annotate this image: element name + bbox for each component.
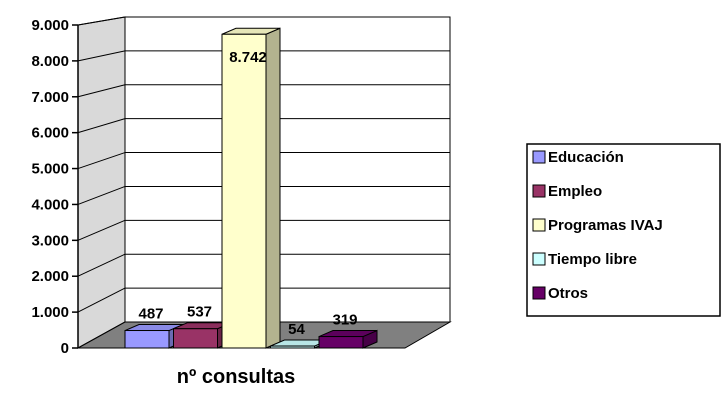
bar-side bbox=[265, 27, 281, 349]
gridline-side bbox=[77, 287, 126, 313]
data-label: 537 bbox=[187, 304, 212, 321]
gridline-side bbox=[77, 16, 126, 26]
gridline-side bbox=[77, 152, 126, 170]
data-labels: 487 537 8.742 54 319 bbox=[138, 49, 357, 338]
gridline-side bbox=[77, 50, 126, 62]
legend-label: Otros bbox=[548, 285, 588, 302]
gridline-side bbox=[77, 185, 126, 205]
data-label: 319 bbox=[332, 312, 357, 329]
legend-label: Programas IVAJ bbox=[548, 217, 663, 234]
legend: Educación Empleo Programas IVAJ Tiempo libr… bbox=[526, 143, 721, 317]
y-tick-label: 2.000 bbox=[31, 268, 69, 285]
gridline-side bbox=[77, 84, 126, 98]
legend-swatch bbox=[532, 286, 546, 300]
y-tick-label: 4.000 bbox=[31, 196, 69, 213]
legend-box bbox=[526, 143, 721, 317]
back-wall bbox=[124, 16, 451, 323]
legend-label: Tiempo libre bbox=[548, 251, 637, 268]
bar-front bbox=[124, 330, 170, 349]
bar-front bbox=[270, 345, 315, 349]
y-tick-label: 3.000 bbox=[31, 232, 69, 249]
y-tick-label: 9.000 bbox=[31, 17, 69, 34]
gridline-side bbox=[77, 219, 126, 241]
legend-label: Educación bbox=[548, 149, 624, 166]
bar-front bbox=[173, 328, 218, 349]
y-tick-label: 7.000 bbox=[31, 89, 69, 106]
data-label: 487 bbox=[138, 306, 163, 323]
y-tick-label: 5.000 bbox=[31, 161, 69, 178]
y-tick-label: 0 bbox=[61, 340, 69, 357]
data-label: 54 bbox=[288, 321, 305, 338]
y-tick-label: 8.000 bbox=[31, 53, 69, 70]
legend-swatch bbox=[532, 184, 546, 198]
bars bbox=[124, 27, 378, 349]
x-axis-label: nº consultas bbox=[177, 366, 295, 388]
bar-front bbox=[221, 33, 267, 349]
bar-otros bbox=[318, 329, 378, 349]
gridline-side bbox=[77, 118, 126, 134]
data-label: 8.742 bbox=[229, 49, 267, 66]
legend-swatch bbox=[532, 252, 546, 266]
legend-swatch bbox=[532, 150, 546, 164]
y-axis: 0 1.000 2.000 3.000 4.000 5.000 6.000 7.000 8.00… bbox=[31, 17, 79, 357]
legend-label: Empleo bbox=[548, 183, 602, 200]
bar-front bbox=[318, 336, 364, 349]
legend-swatch bbox=[532, 218, 546, 232]
y-tick-label: 1.000 bbox=[31, 304, 69, 321]
gridline-side bbox=[77, 253, 126, 277]
side-wall bbox=[77, 16, 126, 349]
gridlines bbox=[77, 16, 450, 313]
bar-programas-ivaj bbox=[221, 27, 281, 349]
y-tick-label: 6.000 bbox=[31, 125, 69, 142]
